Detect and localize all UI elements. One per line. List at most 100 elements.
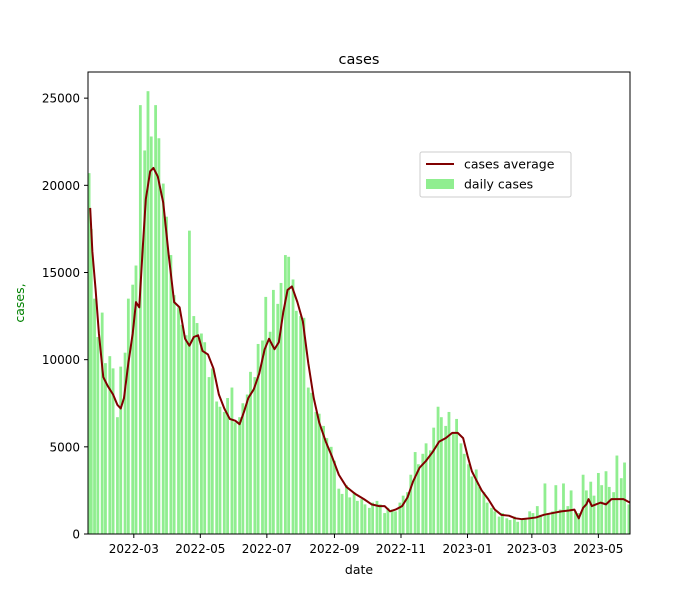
y-axis-label: cases, [12, 283, 27, 322]
daily-cases-bar [451, 432, 455, 534]
daily-cases-bar [531, 513, 535, 534]
daily-cases-bar [584, 490, 588, 534]
daily-cases-bar [619, 478, 623, 534]
daily-cases-bar [539, 514, 542, 534]
daily-cases-bar [264, 296, 268, 534]
daily-cases-bar [314, 411, 318, 534]
daily-cases-bar [516, 521, 520, 534]
daily-cases-bar [501, 513, 504, 534]
daily-cases-bar [409, 474, 413, 534]
daily-cases-bar [218, 406, 222, 534]
daily-cases-bar [554, 485, 558, 534]
daily-cases-bar [455, 418, 458, 534]
daily-cases-bar [421, 453, 425, 534]
daily-cases-bar [261, 340, 264, 534]
cases-average-line [89, 166, 631, 521]
daily-cases-bar [192, 316, 196, 534]
daily-cases-bar [459, 443, 463, 534]
daily-cases-bar [627, 504, 631, 534]
daily-cases-bar [546, 513, 550, 534]
daily-cases-bar [291, 279, 295, 534]
daily-cases-bar [355, 500, 359, 534]
daily-cases-bar [271, 289, 275, 534]
daily-cases-bar [283, 255, 287, 534]
daily-cases-bar [566, 506, 570, 534]
daily-cases-bar [131, 284, 135, 534]
daily-cases-bar [478, 486, 481, 534]
daily-cases-bar [505, 518, 509, 534]
daily-cases-bar [268, 331, 272, 534]
x-tick-label: 2023-05 [573, 542, 623, 556]
daily-cases-bar [470, 476, 474, 534]
daily-cases-bar [562, 483, 565, 534]
daily-cases-bar [497, 516, 501, 534]
daily-cases-bar [96, 337, 100, 534]
daily-cases-bar [200, 333, 203, 534]
y-tick-label: 5000 [49, 440, 80, 454]
daily-cases-bar [577, 513, 581, 534]
daily-cases-bar [111, 368, 115, 534]
daily-cases-bar [436, 406, 440, 534]
daily-cases-bar [93, 298, 96, 534]
daily-cases-bar [241, 403, 245, 534]
daily-cases-bar [360, 499, 364, 534]
daily-cases-bar [401, 495, 405, 534]
daily-cases-bar [543, 483, 547, 534]
daily-cases-bar [172, 295, 176, 534]
legend-swatch-daily-cases [426, 179, 454, 189]
daily-cases-bar [306, 387, 310, 534]
y-tick-label: 20000 [42, 179, 80, 193]
daily-cases-bar [215, 401, 219, 534]
y-axis: 0 5000 10000 15000 20000 25000 [42, 92, 88, 542]
daily-cases-bar [520, 520, 524, 534]
legend: cases average daily cases [419, 151, 572, 198]
daily-cases-bar [222, 411, 226, 534]
daily-cases-bar [325, 438, 329, 534]
daily-cases-bar [165, 216, 168, 534]
x-tick-label: 2022-09 [309, 542, 359, 556]
daily-cases-bar [558, 509, 562, 534]
daily-cases-bar [523, 518, 527, 534]
daily-cases-bar [406, 492, 409, 534]
daily-cases-bar [467, 464, 470, 534]
plot-background [88, 72, 630, 534]
daily-cases-bar [447, 411, 451, 534]
daily-cases-bar [439, 417, 443, 534]
x-tick-label: 2022-11 [376, 542, 426, 556]
daily-cases-bar [569, 490, 573, 534]
daily-cases-bar [245, 394, 249, 534]
daily-cases-bar [108, 356, 112, 534]
daily-cases-bar [378, 504, 382, 534]
daily-cases-bar [294, 310, 298, 534]
plot-frame [87, 71, 631, 535]
legend-label-cases-average: cases average [464, 157, 555, 172]
daily-cases-bar [551, 511, 554, 534]
daily-cases-bar [417, 464, 420, 534]
daily-cases-bar [249, 371, 252, 534]
daily-cases-bar [116, 417, 119, 534]
daily-cases-bar [104, 363, 107, 534]
daily-cases-bar [367, 507, 371, 534]
daily-cases-bar [210, 368, 214, 534]
daily-cases-bar [230, 387, 234, 534]
x-tick-label: 2022-05 [175, 542, 225, 556]
daily-cases-bar [352, 492, 356, 534]
daily-cases-bar [184, 335, 188, 534]
daily-cases-bar [394, 511, 397, 534]
daily-cases-bar [482, 492, 486, 534]
daily-cases-bar [474, 469, 478, 534]
daily-cases-bar [100, 312, 104, 534]
daily-cases-bar [345, 485, 348, 534]
daily-cases-bar [363, 504, 367, 534]
daily-cases-bar [508, 520, 512, 534]
daily-cases-bar [432, 427, 436, 534]
daily-cases-bar [485, 502, 489, 534]
daily-cases-bar [592, 495, 596, 534]
y-tick-label: 25000 [42, 92, 80, 106]
daily-cases-bar [169, 255, 173, 534]
x-tick-label: 2022-07 [242, 542, 292, 556]
daily-cases-bar [371, 502, 375, 534]
daily-cases-bar [134, 265, 138, 534]
daily-cases-bar [329, 446, 333, 534]
daily-cases-bar [87, 173, 91, 534]
